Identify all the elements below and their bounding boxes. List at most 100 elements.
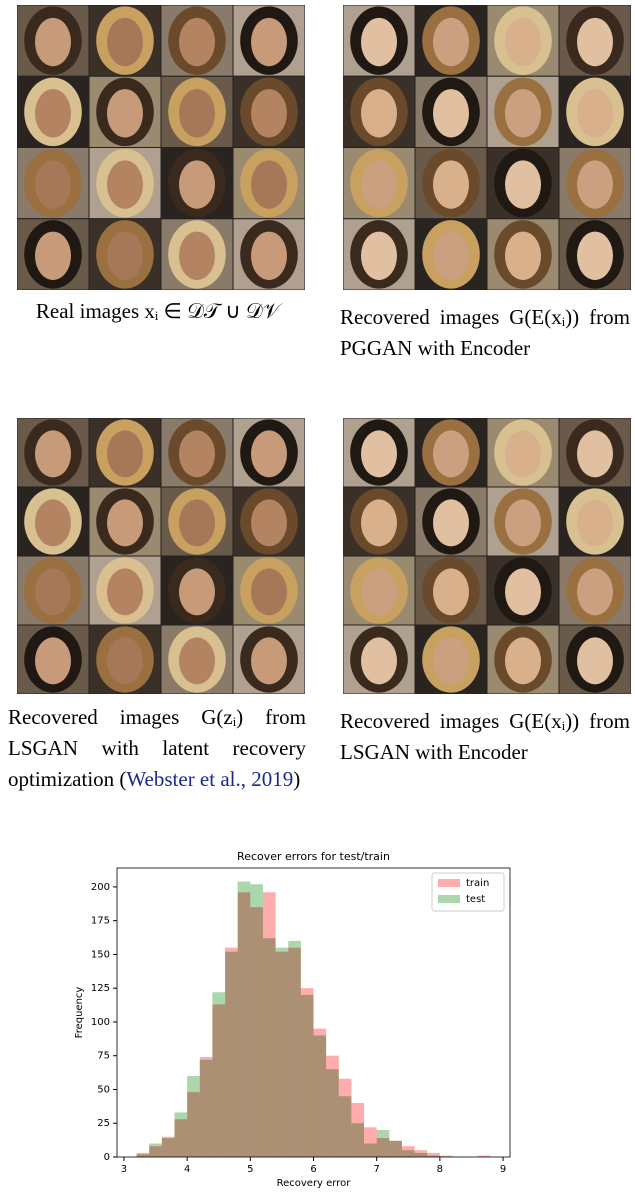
bar bbox=[389, 1141, 402, 1157]
face bbox=[433, 499, 469, 546]
face bbox=[35, 160, 71, 208]
y-tick-label: 75 bbox=[97, 1051, 110, 1062]
citation[interactable]: Webster et al., 2019 bbox=[126, 767, 293, 791]
caption: Recovered images G(zᵢ) from LSGAN with l… bbox=[8, 702, 306, 795]
y-tick-label: 25 bbox=[97, 1118, 110, 1129]
face bbox=[179, 430, 215, 477]
face bbox=[251, 18, 287, 66]
x-tick-label: 9 bbox=[500, 1164, 506, 1175]
y-tick-label: 50 bbox=[97, 1084, 110, 1095]
face bbox=[361, 568, 397, 615]
face bbox=[577, 160, 613, 208]
face bbox=[577, 232, 613, 280]
face bbox=[361, 637, 397, 684]
bar bbox=[288, 941, 301, 1157]
face bbox=[505, 430, 541, 477]
face bbox=[577, 430, 613, 477]
bar bbox=[351, 1123, 364, 1157]
y-tick-label: 175 bbox=[91, 916, 110, 927]
image-grid bbox=[343, 5, 631, 290]
face bbox=[361, 430, 397, 477]
face bbox=[505, 232, 541, 280]
face bbox=[179, 232, 215, 280]
face bbox=[107, 160, 143, 208]
y-tick-label: 0 bbox=[104, 1152, 110, 1163]
face bbox=[361, 232, 397, 280]
bar bbox=[326, 1069, 339, 1157]
face bbox=[361, 89, 397, 137]
face bbox=[179, 89, 215, 137]
x-tick-label: 8 bbox=[437, 1164, 443, 1175]
y-axis-label: Frequency bbox=[74, 987, 85, 1039]
face bbox=[179, 637, 215, 684]
face bbox=[179, 18, 215, 66]
image-grid bbox=[17, 5, 305, 290]
legend-label: test bbox=[466, 894, 485, 905]
face bbox=[35, 499, 71, 546]
face bbox=[107, 232, 143, 280]
face bbox=[505, 499, 541, 546]
face bbox=[433, 18, 469, 66]
bar bbox=[149, 1143, 162, 1157]
y-tick-label: 200 bbox=[91, 882, 110, 893]
face bbox=[251, 89, 287, 137]
chart-title: Recover errors for test/train bbox=[237, 850, 390, 863]
face bbox=[361, 499, 397, 546]
face bbox=[107, 499, 143, 546]
bar bbox=[415, 1153, 428, 1157]
face bbox=[577, 18, 613, 66]
face bbox=[251, 160, 287, 208]
face bbox=[35, 637, 71, 684]
bar bbox=[276, 948, 289, 1157]
face bbox=[35, 18, 71, 66]
face bbox=[179, 568, 215, 615]
face bbox=[577, 637, 613, 684]
face bbox=[433, 430, 469, 477]
face bbox=[433, 160, 469, 208]
face bbox=[361, 160, 397, 208]
x-tick-label: 7 bbox=[373, 1164, 379, 1175]
face bbox=[35, 568, 71, 615]
bar bbox=[162, 1138, 175, 1157]
face bbox=[433, 568, 469, 615]
bar bbox=[238, 882, 251, 1157]
x-tick-label: 4 bbox=[184, 1164, 190, 1175]
face bbox=[35, 89, 71, 137]
face bbox=[107, 568, 143, 615]
y-tick-label: 100 bbox=[91, 1017, 110, 1028]
y-tick-label: 125 bbox=[91, 983, 110, 994]
image-grid bbox=[343, 418, 631, 694]
figure-page: Real images xᵢ ∈ 𝒟𝒯 ∪ 𝒟𝒱 Recovered image… bbox=[0, 0, 635, 1192]
face bbox=[433, 89, 469, 137]
face bbox=[107, 18, 143, 66]
caption: Real images xᵢ ∈ 𝒟𝒯 ∪ 𝒟𝒱 bbox=[8, 296, 308, 327]
face bbox=[107, 637, 143, 684]
face bbox=[251, 430, 287, 477]
y-tick-label: 150 bbox=[91, 949, 110, 960]
face bbox=[577, 499, 613, 546]
face bbox=[179, 160, 215, 208]
bar bbox=[377, 1130, 390, 1157]
bar bbox=[364, 1143, 377, 1157]
legend-swatch bbox=[438, 879, 460, 887]
face bbox=[505, 568, 541, 615]
bar bbox=[339, 1096, 352, 1157]
face bbox=[433, 232, 469, 280]
bar bbox=[200, 1060, 213, 1157]
face bbox=[505, 637, 541, 684]
face bbox=[361, 18, 397, 66]
legend-swatch bbox=[438, 895, 460, 903]
bar bbox=[225, 952, 238, 1157]
face bbox=[577, 568, 613, 615]
x-axis-label: Recovery error bbox=[277, 1178, 352, 1189]
bar bbox=[250, 884, 263, 1157]
face bbox=[179, 499, 215, 546]
face bbox=[505, 160, 541, 208]
bar bbox=[402, 1150, 415, 1157]
caption: Recovered images G(E(xᵢ)) from LSGAN wit… bbox=[340, 706, 630, 768]
bar bbox=[212, 992, 225, 1157]
face bbox=[251, 568, 287, 615]
face bbox=[577, 89, 613, 137]
legend-label: train bbox=[466, 878, 489, 889]
